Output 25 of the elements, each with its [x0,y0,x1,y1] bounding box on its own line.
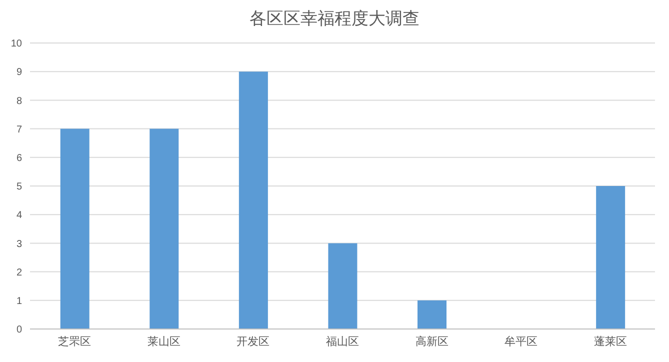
bar [418,300,446,329]
y-tick-label: 3 [16,238,22,250]
bar [150,128,179,329]
x-tick-label: 福山区 [326,334,359,348]
y-tick-label: 7 [16,124,22,136]
y-tick-label: 4 [16,210,22,222]
y-tick-label: 10 [10,38,22,50]
x-tick-label: 莱山区 [147,334,180,348]
bar [596,186,626,329]
x-tick-label: 开发区 [236,336,270,348]
x-tick-label: 牟平区 [504,334,538,348]
chart-title: 各区区幸福程度大调查 [248,8,420,30]
y-tick-label: 2 [16,267,22,278]
x-tick-label: 蓬莱区 [594,334,627,348]
x-tick-label: 芝罘区 [58,334,92,348]
bar [238,72,268,329]
bar [328,243,358,329]
y-tick-label: 0 [16,324,22,336]
x-tick-label: 高新区 [415,334,448,348]
y-tick-label: 8 [16,96,22,107]
y-tick-label: 1 [16,296,22,307]
y-tick-label: 6 [16,152,22,164]
y-tick-label: 5 [16,182,22,193]
bar [60,128,90,329]
y-tick-label: 9 [16,67,22,78]
